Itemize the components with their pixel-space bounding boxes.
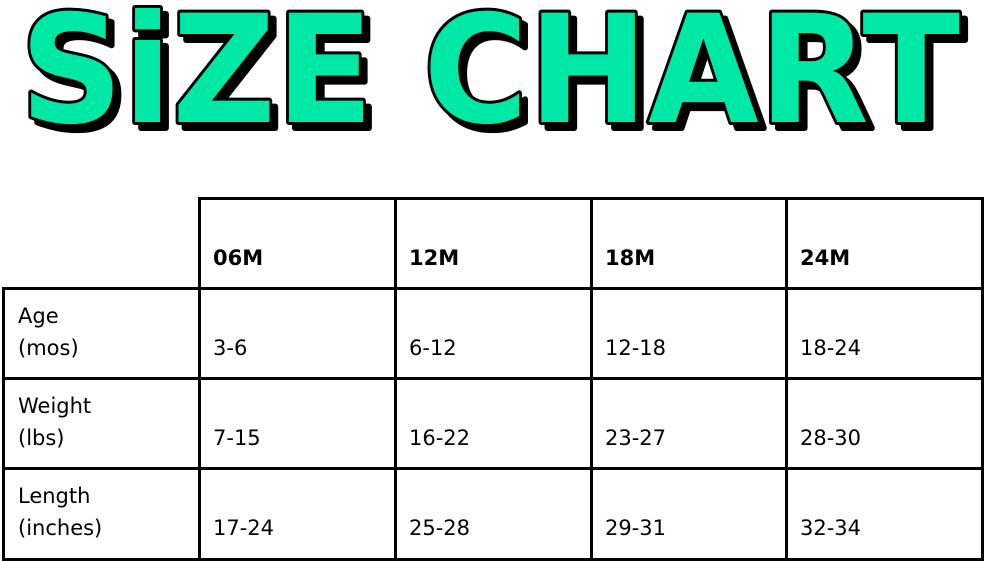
column-header: 12M	[409, 246, 460, 270]
cell-value: 3-6	[213, 336, 248, 360]
row-label-unit: (inches)	[18, 516, 103, 540]
cell-value: 25-28	[409, 516, 471, 540]
column-header: 24M	[800, 246, 851, 270]
cell-value: 6-12	[409, 336, 457, 360]
title-text: SiZE CHART	[20, 0, 960, 158]
title-logo: SiZE CHART	[17, 0, 963, 161]
cell-value: 29-31	[605, 516, 667, 540]
column-header: 18M	[605, 246, 656, 270]
cell-value: 16-22	[409, 426, 471, 450]
column-header: 06M	[213, 246, 264, 270]
row-label: Age	[18, 304, 59, 328]
cell-value: 18-24	[800, 336, 862, 360]
cell-value: 28-30	[800, 426, 862, 450]
cell-value: 23-27	[605, 426, 667, 450]
row-label-unit: (mos)	[18, 336, 79, 360]
cell-value: 17-24	[213, 516, 275, 540]
cell-value: 7-15	[213, 426, 261, 450]
row-label: Length	[18, 484, 91, 508]
row-label: Weight	[18, 394, 92, 418]
cell-value: 12-18	[605, 336, 667, 360]
row-label-unit: (lbs)	[18, 426, 65, 450]
cell-value: 32-34	[800, 516, 862, 540]
